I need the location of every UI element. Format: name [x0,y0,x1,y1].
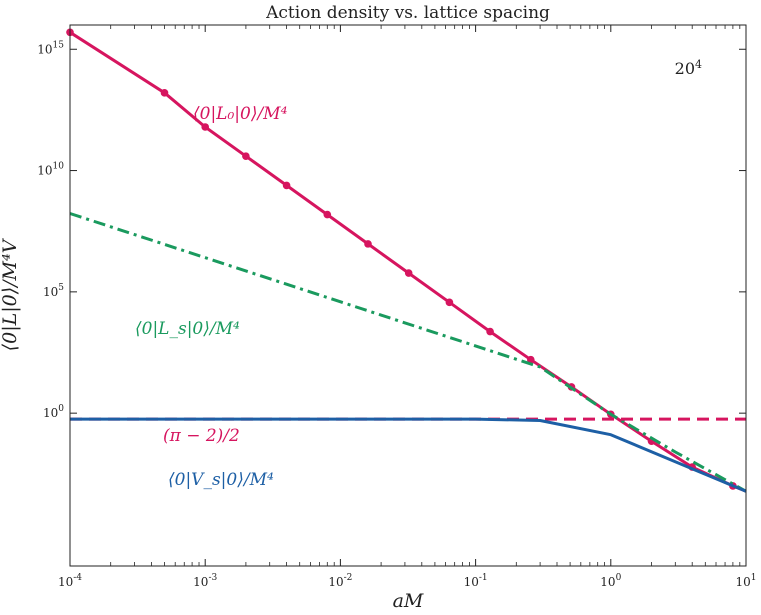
plot-area [70,25,746,566]
series-L0-marker [323,210,332,219]
x-tick-label: 101 [735,573,756,589]
label-Vs: ⟨0|V_s|0⟩/M⁴ [168,470,274,490]
label-Ls: ⟨0|L_s|0⟩/M⁴ [135,319,240,339]
series-L0-marker [445,298,454,307]
x-tick-label: 10-4 [58,573,82,589]
label-L0: ⟨0|L₀|0⟩/M⁴ [193,104,288,124]
x-axis-label: aM [393,590,424,612]
lattice-size-label: 204 [675,58,702,78]
series-L0-marker [486,327,494,336]
y-tick-label: 1010 [37,162,64,178]
series-L0-marker [201,123,209,131]
series-Vs-line [70,417,747,493]
x-tick-label: 100 [600,573,621,589]
series-Ls-line [69,212,747,493]
x-tick-label: 10-3 [193,573,217,589]
series-L0-marker [242,152,250,161]
x-tick-label: 10-2 [328,573,352,589]
chart-title: Action density vs. lattice spacing [265,3,550,23]
y-tick-label: 1015 [37,40,64,56]
series-L0-marker [160,89,169,97]
label-pi: (π − 2)/2 [163,426,240,446]
series-L0-marker [364,240,372,248]
axes-frame [69,24,747,567]
series-L0-marker [282,181,291,190]
x-tick-label: 10-1 [464,573,488,589]
series-L0-marker [404,269,413,277]
y-tick-label: 105 [43,283,64,299]
y-tick-label: 100 [43,404,64,420]
series-L0-marker [526,355,535,364]
y-axis-label: ⟨0|L|0⟩/M⁴V [0,237,21,351]
